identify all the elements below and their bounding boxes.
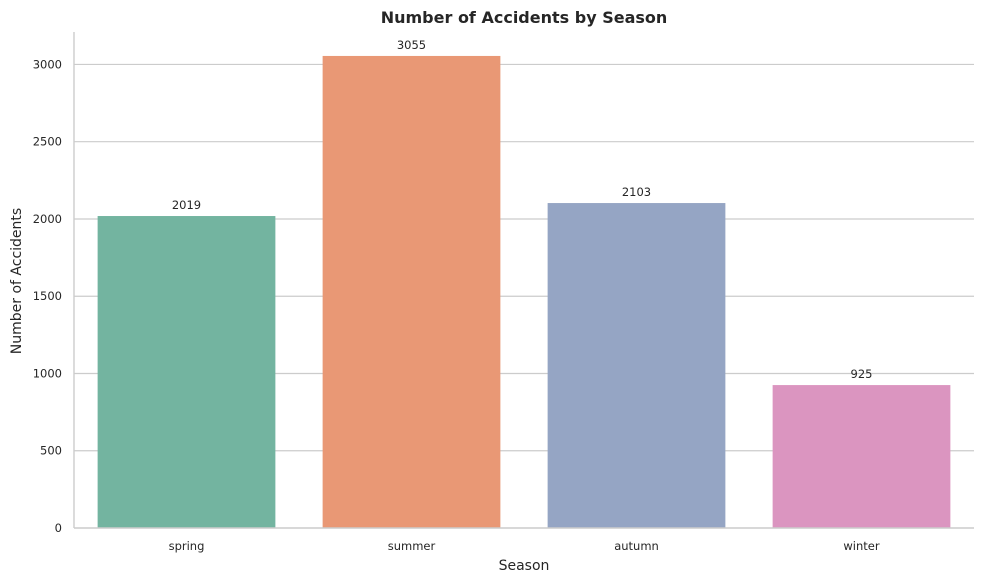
- data-label-spring: 2019: [172, 198, 201, 212]
- x-tick-label-summer: summer: [388, 539, 436, 553]
- bar-autumn: [547, 203, 726, 528]
- x-axis-label: Season: [499, 558, 550, 574]
- x-tick-label-spring: spring: [169, 539, 205, 553]
- y-tick-label: 3000: [33, 57, 62, 71]
- y-tick-labels: 0 500 1000 1500 2000 2500 3000: [33, 57, 62, 535]
- y-tick-label: 500: [40, 444, 62, 458]
- y-tick-label: 0: [55, 521, 62, 535]
- x-tick-label-autumn: autumn: [614, 539, 659, 553]
- y-tick-label: 2500: [33, 135, 62, 149]
- data-label-autumn: 2103: [622, 185, 651, 199]
- x-tick-labels: spring summer autumn winter: [169, 539, 880, 553]
- data-label-summer: 3055: [397, 38, 426, 52]
- chart-title: Number of Accidents by Season: [381, 8, 668, 27]
- y-axis-label: Number of Accidents: [9, 208, 25, 354]
- x-tick-label-winter: winter: [843, 539, 879, 553]
- data-labels: 2019 3055 2103 925: [172, 38, 873, 381]
- bar-summer: [322, 55, 501, 528]
- y-tick-label: 1500: [33, 289, 62, 303]
- data-label-winter: 925: [851, 367, 873, 381]
- y-tick-label: 1000: [33, 366, 62, 380]
- bar-winter: [772, 385, 951, 528]
- bars: [97, 55, 951, 528]
- y-tick-label: 2000: [33, 212, 62, 226]
- bar-spring: [97, 216, 276, 528]
- axis-spines: [73, 32, 974, 529]
